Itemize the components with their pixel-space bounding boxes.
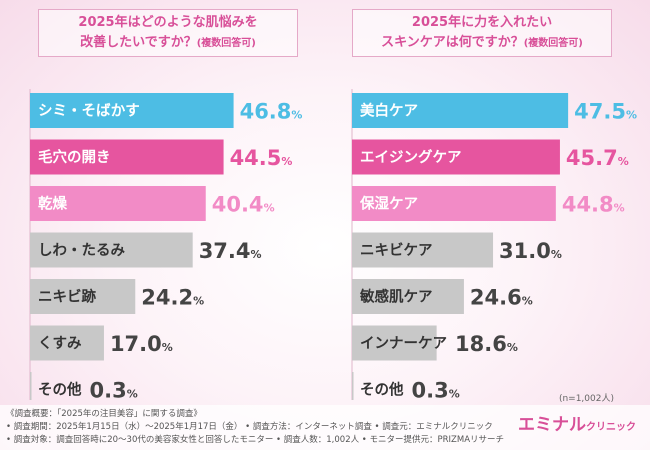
left-bar-label-0: シミ・そばかす xyxy=(38,103,140,120)
left-value-label-0: 46.8% xyxy=(240,100,303,124)
left-bar-1 xyxy=(30,139,224,175)
left-question-box: 2025年はどのような肌悩みを 改善したいですか？(複数回答可) xyxy=(38,9,298,57)
logo-sub: クリニック xyxy=(586,422,636,433)
left-question-line2-wrap: 改善したいですか？(複数回答可) xyxy=(39,33,297,54)
left-bar-label-1: 毛穴の開き xyxy=(38,148,111,166)
right-bar-label-3: ニキビケア xyxy=(360,242,433,259)
right-question-box: 2025年に力を入れたい スキンケアは何ですか？(複数回答可) xyxy=(352,9,612,57)
right-bar-label-4: 敏感肌ケア xyxy=(359,288,433,306)
left-value-label-5: 17.0% xyxy=(110,332,173,356)
left-bar-label-3: しわ・たるみ xyxy=(38,242,125,259)
left-value-label-2: 40.4% xyxy=(212,193,275,217)
right-bar-0 xyxy=(352,93,569,128)
right-bar-2 xyxy=(352,186,556,221)
left-question-line2: 改善したいですか？ xyxy=(80,35,197,50)
right-value-label-0: 47.5% xyxy=(574,100,637,124)
left-value-label-1: 44.5% xyxy=(230,146,293,170)
right-value-label-3: 31.0% xyxy=(499,239,562,263)
right-bar-5 xyxy=(352,325,437,361)
right-question-line2: スキンケアは何ですか？ xyxy=(381,35,524,50)
right-question-line1: 2025年に力を入れたい xyxy=(411,15,553,30)
right-bar-4 xyxy=(352,279,464,314)
right-bar-1 xyxy=(352,139,560,175)
left-bar-4 xyxy=(30,279,136,314)
clinic-logo: エミナルクリニック xyxy=(518,410,636,435)
right-bar-label-0: 美白ケア xyxy=(360,102,418,120)
right-value-label-1: 45.7% xyxy=(566,146,629,170)
left-bar-0 xyxy=(30,93,234,128)
footer-survey-period: • 調査期間：2025年1月15日（水）～2025年1月17日（金） • 調査方… xyxy=(6,422,493,432)
right-bar-label-2: 保湿ケア xyxy=(359,195,418,213)
left-question-line1: 2025年はどのような肌悩みを xyxy=(78,15,258,30)
left-bar-label-6: その他 xyxy=(38,381,82,399)
sample-size-note: (n=1,002人) xyxy=(558,394,614,404)
right-bar-6 xyxy=(352,372,354,400)
right-bar-label-5: インナーケア xyxy=(360,335,447,352)
left-bar-label-5: くすみ xyxy=(38,335,82,352)
footer-survey-title: 《調査概要：「2025年の注目美容」に関する調査》 xyxy=(6,409,202,419)
left-value-label-6: 0.3% xyxy=(90,379,138,401)
right-value-label-6: 0.3% xyxy=(412,379,460,401)
right-bar-label-6: その他 xyxy=(360,381,404,399)
right-value-label-5: 18.6% xyxy=(455,332,518,356)
right-question-line2-wrap: スキンケアは何ですか？(複数回答可) xyxy=(353,33,611,54)
right-bar-3 xyxy=(352,232,494,268)
footer: 《調査概要：「2025年の注目美容」に関する調査》 • 調査期間：2025年1月… xyxy=(0,405,650,450)
left-bar-3 xyxy=(30,232,193,268)
right-value-label-4: 24.6% xyxy=(470,286,533,310)
left-value-label-4: 24.2% xyxy=(141,286,204,310)
left-bar-5 xyxy=(30,325,104,361)
logo-main: エミナル xyxy=(518,415,586,435)
bar-charts: シミ・そばかす 46.8% 毛穴の開き 44.5% 乾燥 40.4% しわ・たるみ 37.4%… xyxy=(29,89,637,401)
left-bar-label-2: 乾燥 xyxy=(38,195,67,213)
left-question-suffix: (複数回答可) xyxy=(196,38,256,49)
left-bar-2 xyxy=(30,186,206,221)
left-value-label-3: 37.4% xyxy=(199,239,262,263)
right-question-suffix: (複数回答可) xyxy=(523,38,583,49)
left-bar-label-4: ニキビ跡 xyxy=(38,288,96,306)
right-bar-label-1: エイジングケア xyxy=(360,148,462,166)
footer-survey-target: • 調査対象：調査回答時に20～30代の美容家女性と回答したモニター • 調査人… xyxy=(6,435,505,445)
left-bar-6 xyxy=(30,372,32,400)
right-value-label-2: 44.8% xyxy=(562,193,625,217)
